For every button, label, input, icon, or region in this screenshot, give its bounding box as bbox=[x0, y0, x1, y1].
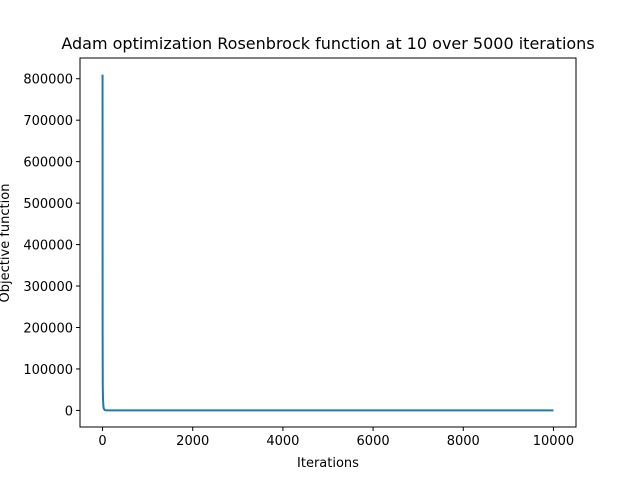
y-axis: 0 100000 200000 300000 400000 500000 600000 700… bbox=[23, 73, 80, 420]
y-tick-label: 500000 bbox=[23, 197, 73, 212]
plot-area-frame bbox=[80, 58, 576, 427]
series-layer bbox=[103, 75, 554, 411]
x-axis-label: Iterations bbox=[297, 456, 359, 471]
x-tick-label: 0 bbox=[98, 434, 106, 449]
y-tick-label: 0 bbox=[65, 404, 73, 419]
series-line-0 bbox=[103, 75, 554, 411]
y-tick-label: 200000 bbox=[23, 321, 73, 336]
y-axis-label: Objective function bbox=[0, 184, 13, 303]
x-tick-label: 4000 bbox=[266, 434, 299, 449]
y-tick-label: 800000 bbox=[23, 73, 73, 88]
y-tick-label: 300000 bbox=[23, 280, 73, 295]
x-tick-label: 8000 bbox=[447, 434, 480, 449]
x-tick-label: 2000 bbox=[176, 434, 209, 449]
chart-title: Adam optimization Rosenbrock function at… bbox=[61, 34, 594, 53]
y-tick-label: 600000 bbox=[23, 156, 73, 171]
x-axis: 0 2000 4000 6000 8000 10000 bbox=[98, 427, 574, 449]
x-tick-label: 10000 bbox=[533, 434, 574, 449]
y-tick-label: 700000 bbox=[23, 114, 73, 129]
y-tick-label: 400000 bbox=[23, 239, 73, 254]
x-tick-label: 6000 bbox=[357, 434, 390, 449]
y-tick-label: 100000 bbox=[23, 363, 73, 378]
